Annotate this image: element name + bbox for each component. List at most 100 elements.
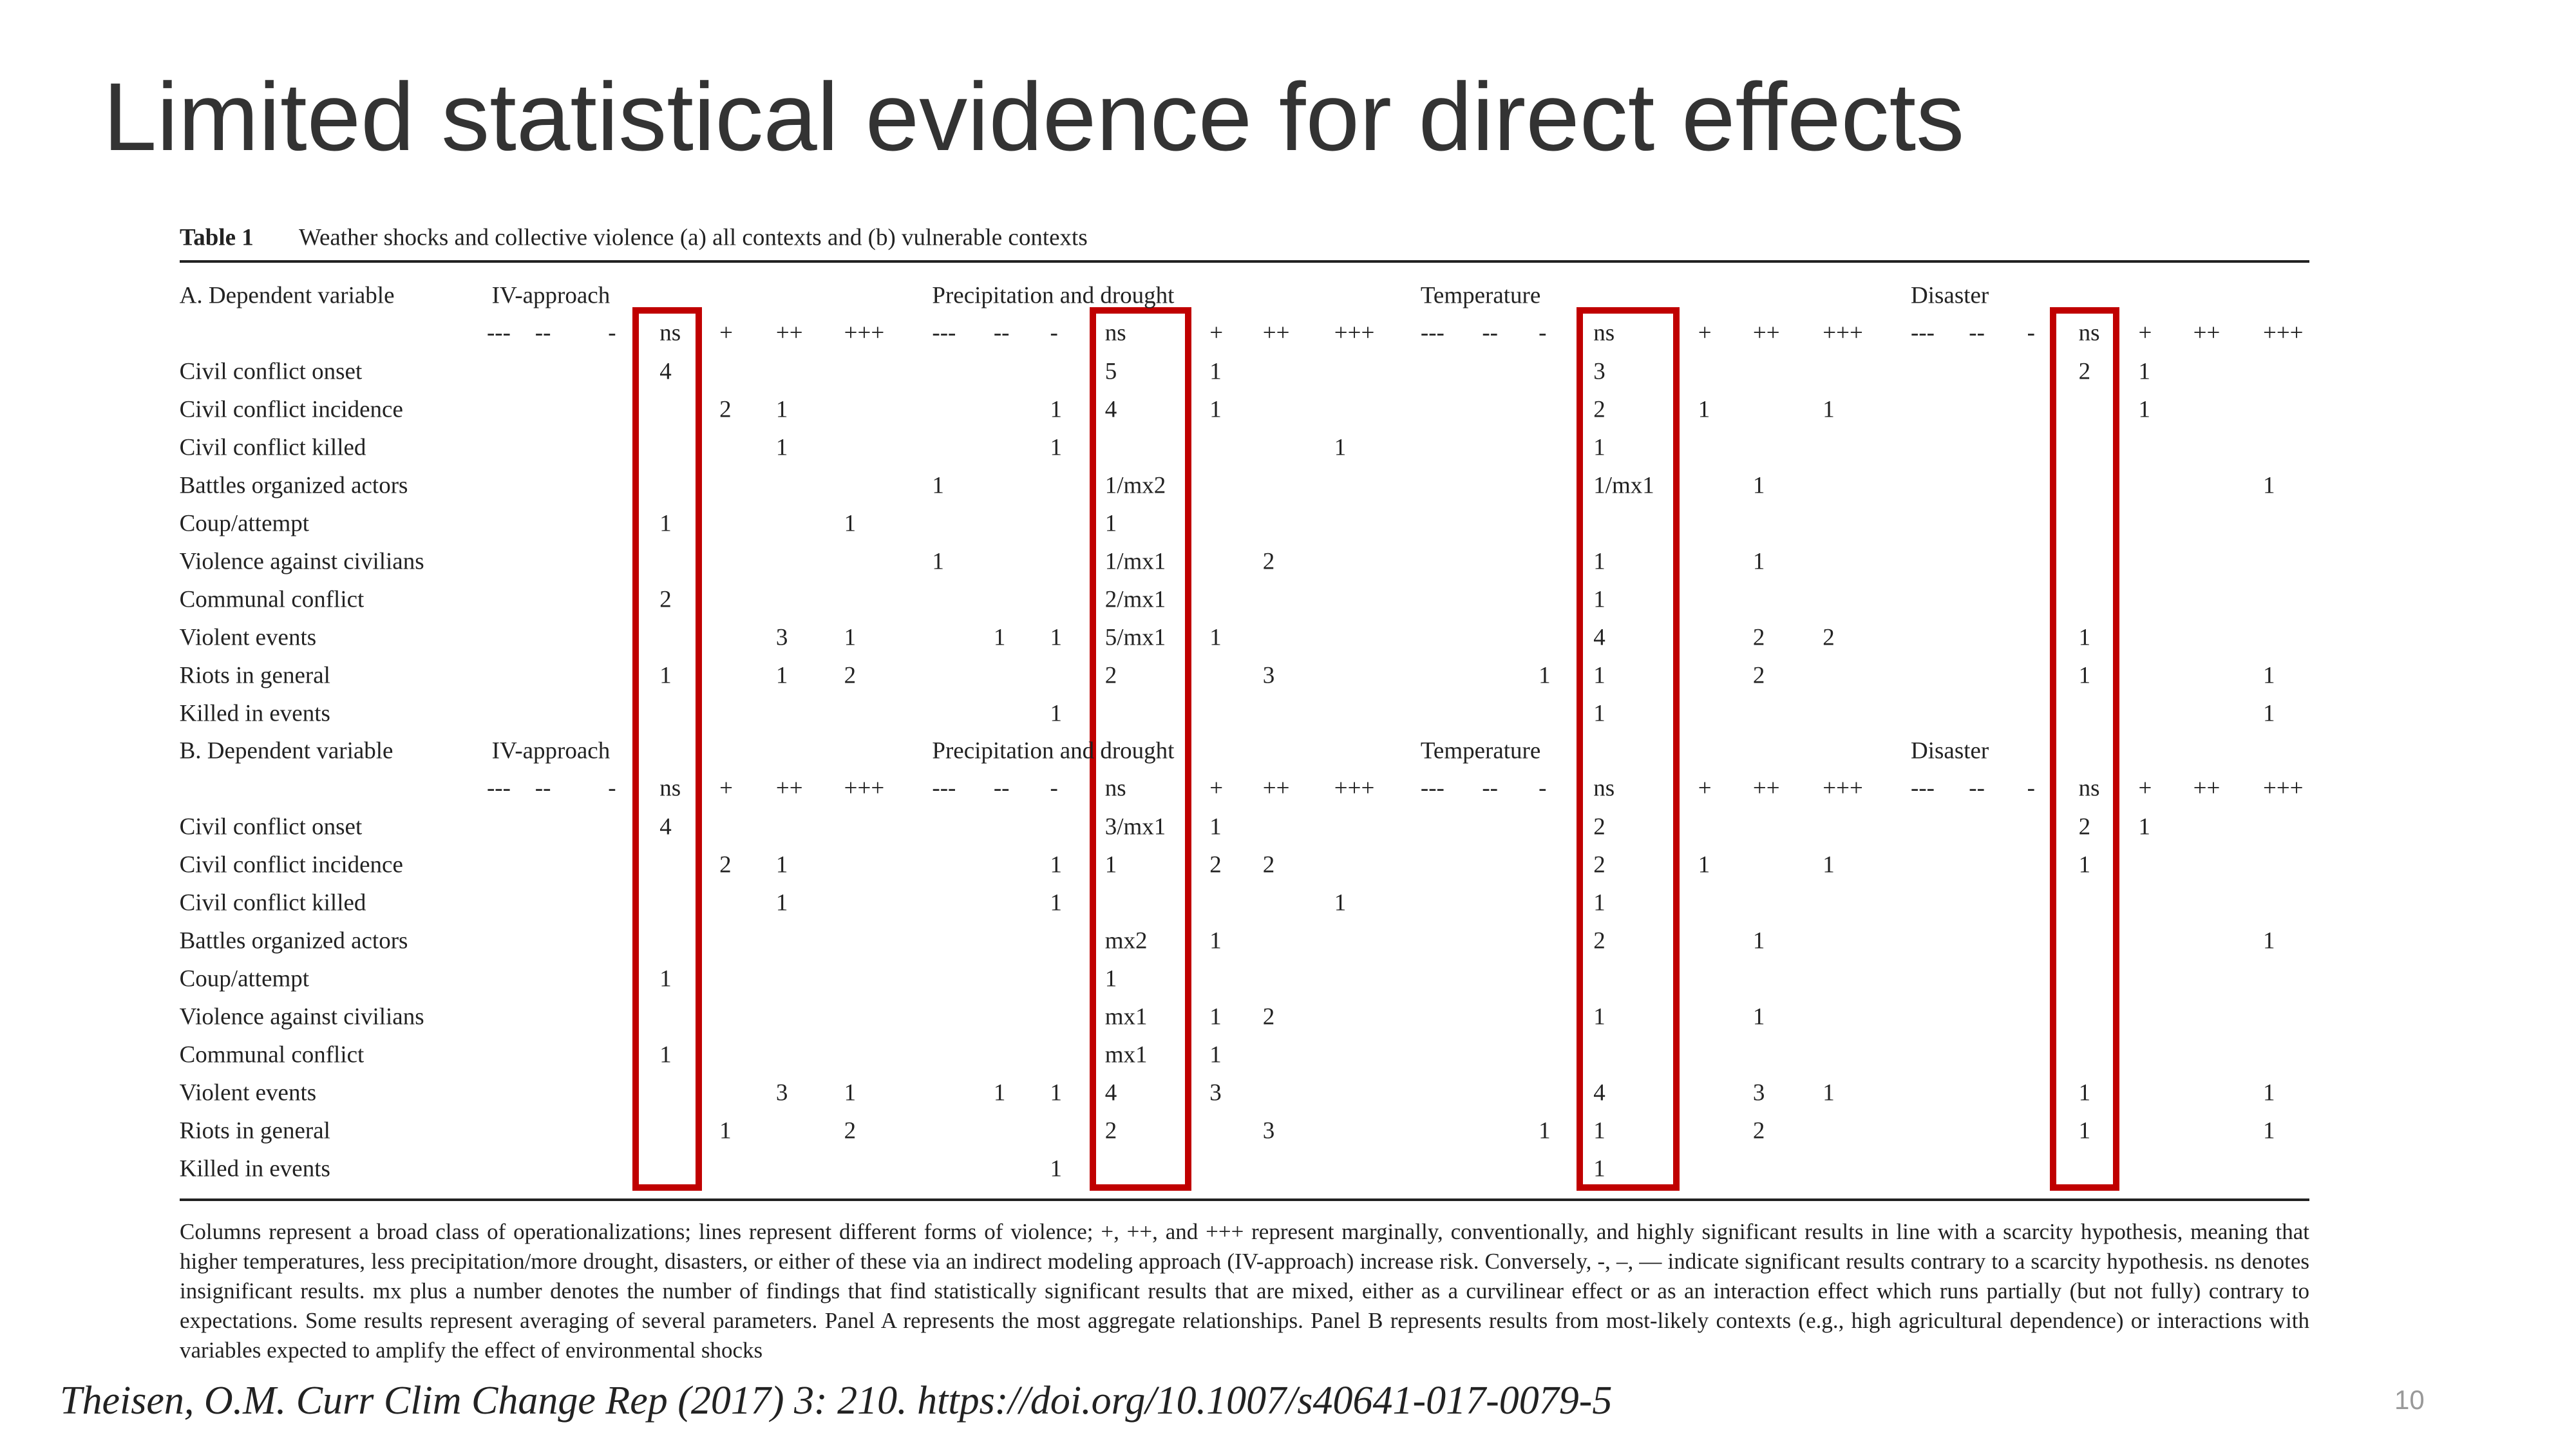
table-cell: 1 xyxy=(659,965,672,992)
table-cell: 1 xyxy=(775,889,788,916)
table-cell: mx1 xyxy=(1104,1041,1148,1068)
table-cell: 2 xyxy=(2078,813,2091,840)
column-header: - xyxy=(1539,319,1547,346)
row-label: Civil conflict onset xyxy=(179,813,363,840)
table-cell: 3 xyxy=(1209,1079,1222,1106)
row-label: Civil conflict incidence xyxy=(179,396,403,423)
table-cell: 2 xyxy=(1593,927,1605,954)
table-cell: 1 xyxy=(1050,1155,1063,1182)
group-header: Disaster xyxy=(1911,282,1989,309)
table-cell: 1 xyxy=(1050,396,1063,423)
table-cell: 2 xyxy=(1752,1117,1765,1144)
column-header: --- xyxy=(486,319,511,346)
page-number: 10 xyxy=(2394,1385,2425,1415)
column-header: --- xyxy=(1911,775,1935,802)
column-header: -- xyxy=(1482,319,1499,346)
table-cell: 1 xyxy=(2078,1117,2091,1144)
row-label: Coup/attempt xyxy=(179,965,310,992)
group-header: IV-approach xyxy=(491,737,611,764)
row-label: Violent events xyxy=(179,624,317,651)
group-header: Precipitation and drought xyxy=(932,282,1175,309)
column-header: +++ xyxy=(844,319,885,346)
column-header: -- xyxy=(535,775,551,802)
table-cell: 1 xyxy=(2078,1079,2091,1106)
table-cell: 1 xyxy=(1752,472,1765,499)
table-cell: 1 xyxy=(2078,624,2091,651)
table-cell: 1 xyxy=(775,851,788,878)
table-cell: 3 xyxy=(775,624,788,651)
table-cell: 4 xyxy=(1104,1079,1117,1106)
column-header: ++ xyxy=(2193,775,2221,802)
table-cell: 1 xyxy=(1104,851,1117,878)
table-cell: 2 xyxy=(844,662,857,689)
table-cell: 2 xyxy=(844,1117,857,1144)
table-cell: 1 xyxy=(659,1041,672,1068)
table-cell: 3 xyxy=(1593,358,1605,385)
column-header: ns xyxy=(1593,775,1615,802)
table-cell: 2 xyxy=(1262,548,1275,575)
panel-header: B. Dependent variable xyxy=(179,737,393,764)
table-cell: 1 xyxy=(1050,700,1063,727)
column-header: --- xyxy=(1420,775,1444,802)
table-cell: 1 xyxy=(932,472,944,499)
column-header: - xyxy=(1050,775,1058,802)
table-cell: mx2 xyxy=(1104,927,1148,954)
table-cell: 1 xyxy=(2138,358,2150,385)
table-cell: 2 xyxy=(719,396,732,423)
column-header: + xyxy=(719,319,733,346)
table-cell: 1/mx1 xyxy=(1593,472,1654,499)
table-cell: 1 xyxy=(844,1079,857,1106)
column-header: +++ xyxy=(2262,319,2304,346)
table-cell: 2 xyxy=(1752,662,1765,689)
table-footnote: Columns represent a broad class of opera… xyxy=(180,1219,2309,1363)
table-cell: 1 xyxy=(1050,1079,1063,1106)
table-cell: 2 xyxy=(1104,662,1117,689)
column-header: ns xyxy=(1593,319,1615,346)
group-header: IV-approach xyxy=(491,282,611,309)
column-header: - xyxy=(1539,775,1547,802)
table-cell: 2 xyxy=(1593,813,1605,840)
table-cell: 1 xyxy=(2262,1079,2275,1106)
table-cell: 1 xyxy=(1104,510,1117,537)
table-cell: 3 xyxy=(775,1079,788,1106)
group-header: Temperature xyxy=(1420,737,1541,764)
column-header: + xyxy=(2138,775,2152,802)
row-label: Violent events xyxy=(179,1079,317,1106)
column-header: ++ xyxy=(2193,319,2221,346)
row-label: Civil conflict onset xyxy=(179,358,363,385)
table-cell: 1 xyxy=(2262,662,2275,689)
table-cell: 1 xyxy=(993,624,1006,651)
table-cell: 2/mx1 xyxy=(1104,586,1166,613)
table-cell: 1 xyxy=(1539,662,1551,689)
column-header: + xyxy=(2138,319,2152,346)
table-cell: 1 xyxy=(1823,396,1835,423)
table-cell: 1 xyxy=(1593,1117,1605,1144)
table-cell: 1 xyxy=(1209,396,1222,423)
table-cell: 1 xyxy=(1209,813,1222,840)
table-cell: 4 xyxy=(1593,1079,1605,1106)
table-cell: 1 xyxy=(1593,889,1605,916)
citation: Theisen, O.M. Curr Clim Change Rep (2017… xyxy=(60,1379,1613,1423)
table-cell: mx1 xyxy=(1104,1003,1148,1030)
row-label: Battles organized actors xyxy=(179,927,408,954)
column-header: --- xyxy=(1911,319,1935,346)
column-header: - xyxy=(608,319,616,346)
column-header: - xyxy=(2027,775,2035,802)
table-cell: 1 xyxy=(844,510,857,537)
table-cell: 1 xyxy=(1593,1003,1605,1030)
row-label: Violence against civilians xyxy=(179,548,424,575)
row-label: Communal conflict xyxy=(179,1041,365,1068)
table-cell: 3 xyxy=(1752,1079,1765,1106)
table-cell: 1 xyxy=(1752,927,1765,954)
table-cell: 1 xyxy=(2078,662,2091,689)
table-cell: 4 xyxy=(659,813,672,840)
column-header: --- xyxy=(1420,319,1444,346)
table-cell: 1 xyxy=(1823,851,1835,878)
bottom-rule xyxy=(180,1198,2309,1201)
table-cell: 3/mx1 xyxy=(1104,813,1166,840)
panel-header: A. Dependent variable xyxy=(179,282,395,309)
table-cell: 1 xyxy=(1334,434,1347,461)
table-cell: 4 xyxy=(1104,396,1117,423)
table-cell: 2 xyxy=(719,851,732,878)
table-cell: 1 xyxy=(1698,851,1710,878)
